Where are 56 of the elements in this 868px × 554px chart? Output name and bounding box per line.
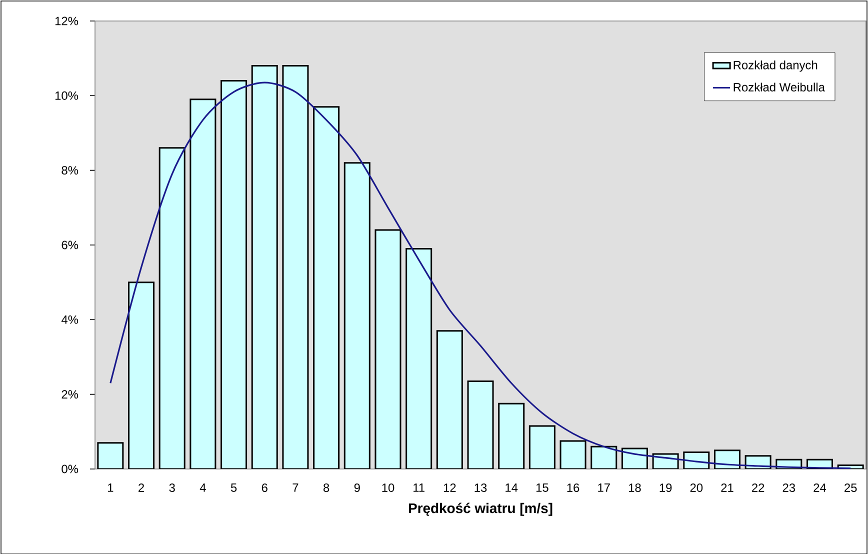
bar <box>220 80 248 469</box>
bar <box>97 442 124 469</box>
bar <box>621 448 648 469</box>
legend-label: Rozkład Weibulla <box>734 82 825 92</box>
x-tick-label: 7 <box>292 483 298 492</box>
bar <box>590 446 618 469</box>
x-tick-label: 9 <box>354 483 360 492</box>
bar <box>436 330 463 469</box>
x-tick-label: 5 <box>230 483 237 492</box>
bar <box>313 106 340 469</box>
x-tick-label: 16 <box>567 483 580 492</box>
bar <box>560 440 586 469</box>
bar <box>467 380 494 469</box>
y-tick-label: 0% <box>62 464 78 474</box>
bar <box>528 425 556 469</box>
line-series <box>110 82 852 469</box>
x-tick-label: 10 <box>382 483 394 492</box>
legend-label: Rozkład danych <box>734 60 818 72</box>
x-tick-label: 18 <box>628 483 641 492</box>
x-tick-label: 24 <box>814 483 826 492</box>
x-tick-label: 2 <box>138 483 144 492</box>
x-tick-label: 25 <box>844 483 857 492</box>
x-tick-label: 20 <box>690 483 703 492</box>
x-tick-label: 4 <box>200 483 206 492</box>
x-tick-label: 15 <box>536 483 548 492</box>
x-tick-label: 23 <box>782 483 796 492</box>
x-tick-label: 13 <box>474 483 487 492</box>
bar <box>344 162 370 469</box>
y-tick-label: 10% <box>55 91 78 100</box>
bar <box>406 248 432 469</box>
bar <box>282 64 309 469</box>
x-tick-label: 11 <box>414 483 424 492</box>
y-tick-label: 6% <box>62 240 78 250</box>
bar <box>374 229 402 469</box>
bar <box>158 146 186 469</box>
x-tick-label: 12 <box>444 483 456 492</box>
bar <box>683 451 710 469</box>
bar <box>190 98 216 469</box>
y-tick-label: 8% <box>62 166 78 174</box>
y-tick-label: 2% <box>62 390 78 398</box>
x-tick-label: 17 <box>598 483 610 492</box>
x-tick-label: 3 <box>169 483 175 492</box>
bar <box>714 449 740 469</box>
x-tick-label: 8 <box>324 483 330 492</box>
x-tick-label: 22 <box>752 483 764 492</box>
x-axis-title: Prędkość wiatru [m/s] <box>408 502 552 516</box>
bar <box>498 402 525 469</box>
x-tick-label: 14 <box>506 483 518 492</box>
x-tick-label: 6 <box>262 483 268 492</box>
x-tick-label: 21 <box>721 483 734 492</box>
y-tick-label: 4% <box>61 315 78 324</box>
x-tick-label: 1 <box>108 483 114 492</box>
bar <box>128 281 155 469</box>
x-tick-label: 19 <box>660 483 672 492</box>
bar <box>251 64 278 469</box>
y-tick-label: 12% <box>55 16 78 25</box>
